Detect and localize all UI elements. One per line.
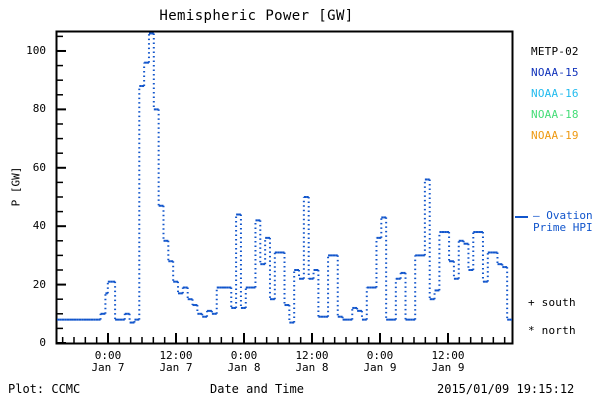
- x-tick-label: 12:00 Jan 9: [408, 350, 488, 374]
- x-axis-label: Date and Time: [210, 382, 304, 396]
- plot-frame: [55, 30, 514, 345]
- footer-timestamp: 2015/01/09 19:15:12: [437, 382, 575, 396]
- x-tick-time: 12:00: [295, 349, 329, 362]
- x-tick-date: Jan 7: [159, 361, 193, 374]
- x-tick-date: Jan 8: [295, 361, 329, 374]
- x-tick-label: 0:00 Jan 9: [340, 350, 420, 374]
- ovation-prime-hpi-note: — Ovation Prime HPI: [533, 210, 593, 234]
- y-tick-label: 60: [32, 160, 46, 174]
- x-tick-date: Jan 9: [363, 361, 397, 374]
- data-series-ovation-prime-hpi: [57, 32, 512, 324]
- ovation-note-line2: Prime HPI: [533, 221, 593, 234]
- south-symbol-icon: +: [528, 296, 542, 309]
- north-symbol-icon: *: [528, 324, 542, 337]
- x-tick-time: 0:00: [94, 349, 122, 362]
- side-marker-north: * north: [528, 324, 576, 337]
- x-tick-label: 0:00 Jan 8: [204, 350, 284, 374]
- south-label: south: [541, 296, 576, 309]
- x-tick-date: Jan 7: [91, 361, 125, 374]
- chart-title: Hemispheric Power [GW]: [159, 8, 354, 24]
- y-tick-label: 40: [32, 219, 46, 233]
- legend-item-noaa-19[interactable]: NOAA-19: [531, 129, 579, 142]
- y-tick-label: 80: [32, 102, 46, 116]
- legend-item-noaa-18[interactable]: NOAA-18: [531, 108, 579, 121]
- y-tick-label: 100: [26, 43, 46, 57]
- side-marker-south: + south: [528, 296, 576, 309]
- legend-item-metp-02[interactable]: METP-02: [531, 45, 579, 58]
- x-tick-label: 0:00 Jan 7: [68, 350, 148, 374]
- x-axis-ticks: [61, 333, 506, 343]
- footer-plot-credit: Plot: CCMC: [8, 382, 81, 396]
- x-tick-date: Jan 9: [431, 361, 465, 374]
- x-tick-label: 12:00 Jan 7: [136, 350, 216, 374]
- y-tick-label: 0: [39, 336, 46, 349]
- x-tick-date: Jan 8: [227, 361, 261, 374]
- y-tick-label: 20: [32, 277, 46, 291]
- x-tick-time: 12:00: [159, 349, 193, 362]
- legend-item-noaa-15[interactable]: NOAA-15: [531, 66, 579, 79]
- x-tick-time: 12:00: [431, 349, 465, 362]
- legend-item-noaa-16[interactable]: NOAA-16: [531, 87, 579, 100]
- x-tick-time: 0:00: [230, 349, 258, 362]
- x-tick-time: 0:00: [366, 349, 394, 362]
- y-axis-ticks: [57, 35, 66, 344]
- ovation-note-line1: — Ovation: [533, 209, 593, 222]
- x-tick-label: 12:00 Jan 8: [272, 350, 352, 374]
- north-label: north: [541, 324, 576, 337]
